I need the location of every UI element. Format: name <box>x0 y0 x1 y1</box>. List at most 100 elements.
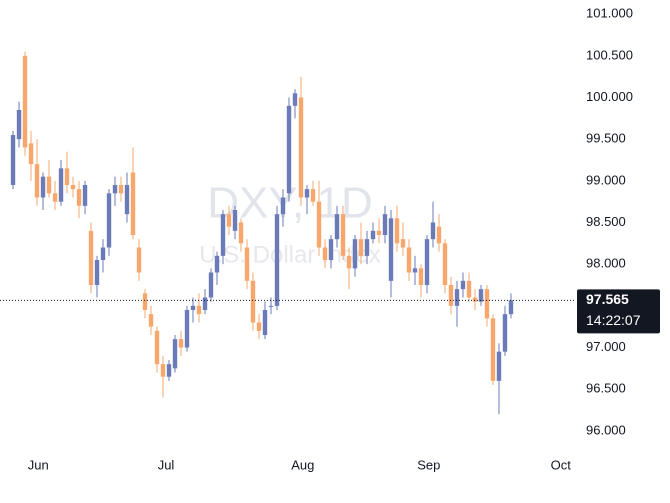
x-tick-label: Sep <box>417 457 440 472</box>
candle-body <box>394 218 400 244</box>
candle-body <box>106 193 112 248</box>
candle-body <box>382 214 388 235</box>
candle-body <box>214 255 220 273</box>
candle-body <box>238 222 244 244</box>
candle-body <box>250 280 256 323</box>
candle-body <box>226 214 232 227</box>
candle-body <box>508 300 514 315</box>
candle-body <box>142 293 148 310</box>
y-tick-label: 97.000 <box>586 339 626 354</box>
candle-body <box>502 314 508 352</box>
candle-body <box>406 247 412 273</box>
candle-body <box>10 135 16 185</box>
candle-body <box>298 97 304 198</box>
y-tick-label: 98.500 <box>586 214 626 229</box>
candle-body <box>466 280 472 298</box>
candle-body <box>352 239 358 269</box>
candle-body <box>442 243 448 285</box>
candle-body <box>412 268 418 273</box>
candle-body <box>334 214 340 240</box>
candle-body <box>478 289 484 302</box>
last-price-label: 97.565 <box>586 291 629 307</box>
candle-body <box>358 239 364 256</box>
candle-body <box>154 330 160 365</box>
candle-body <box>340 214 346 256</box>
x-tick-label: Jun <box>28 457 49 472</box>
candle-body <box>148 314 154 327</box>
candle-body <box>364 239 370 256</box>
candle-body <box>370 230 376 240</box>
y-tick-label: 96.000 <box>586 422 626 437</box>
candle-body <box>88 230 94 285</box>
candle-body <box>34 164 40 198</box>
candle-body <box>490 318 496 381</box>
candle-body <box>166 364 172 377</box>
candle-body <box>100 247 106 260</box>
candle-body <box>244 247 250 281</box>
candle-body <box>160 364 166 377</box>
candle-body <box>388 218 394 281</box>
candle-body <box>310 189 316 202</box>
candle-body <box>94 260 100 285</box>
candle-body <box>46 176 52 194</box>
candle-body <box>28 143 34 165</box>
x-tick-label: Oct <box>551 457 572 472</box>
x-tick-label: Jul <box>158 457 175 472</box>
candle-body <box>208 272 214 298</box>
candle-body <box>418 268 424 285</box>
candle-body <box>286 105 292 194</box>
y-tick-label: 99.000 <box>586 172 626 187</box>
candle-body <box>430 222 436 240</box>
y-tick-label: 101.000 <box>586 6 633 21</box>
candle-body <box>436 226 442 244</box>
candle-body <box>448 285 454 306</box>
candle-body <box>172 339 178 369</box>
candle-body <box>52 193 58 202</box>
candle-body <box>124 185 130 215</box>
candle-body <box>304 189 310 198</box>
y-tick-label: 100.500 <box>586 47 633 62</box>
candle-body <box>292 93 298 106</box>
candle-body <box>472 297 478 302</box>
candle-body <box>268 305 274 307</box>
y-tick-label: 96.500 <box>586 381 626 396</box>
candle-body <box>16 110 22 140</box>
candle-body <box>274 214 280 306</box>
candle-body <box>190 305 196 310</box>
candle-body <box>70 185 76 190</box>
candle-body <box>40 176 46 198</box>
candle-body <box>112 185 118 194</box>
candle-body <box>454 289 460 306</box>
candle-body <box>496 351 502 381</box>
y-tick-label: 98.000 <box>586 256 626 271</box>
candle-body <box>118 185 124 194</box>
candle-body <box>400 239 406 248</box>
last-price-box <box>577 289 660 334</box>
candle-body <box>262 310 268 335</box>
candle-body <box>130 172 136 235</box>
candle-body <box>346 255 352 269</box>
candle-body <box>460 280 466 290</box>
candle-body <box>328 239 334 260</box>
candle-body <box>196 305 202 315</box>
candle-body <box>232 210 238 231</box>
candle-body <box>58 168 64 202</box>
y-tick-label: 99.500 <box>586 131 626 146</box>
candle-body <box>280 197 286 215</box>
candle-body <box>316 201 322 248</box>
candle-body <box>82 185 88 206</box>
candle-body <box>22 55 28 148</box>
candle-body <box>376 230 382 235</box>
candle-body <box>136 247 142 273</box>
candle-body <box>76 189 82 206</box>
candle-body <box>202 297 208 310</box>
x-tick-label: Aug <box>291 457 314 472</box>
candle-body <box>184 310 190 348</box>
countdown-label: 14:22:07 <box>586 312 641 328</box>
candle-body <box>178 339 184 348</box>
candle-body <box>424 239 430 285</box>
candle-body <box>484 289 490 319</box>
y-tick-label: 100.000 <box>586 89 633 104</box>
